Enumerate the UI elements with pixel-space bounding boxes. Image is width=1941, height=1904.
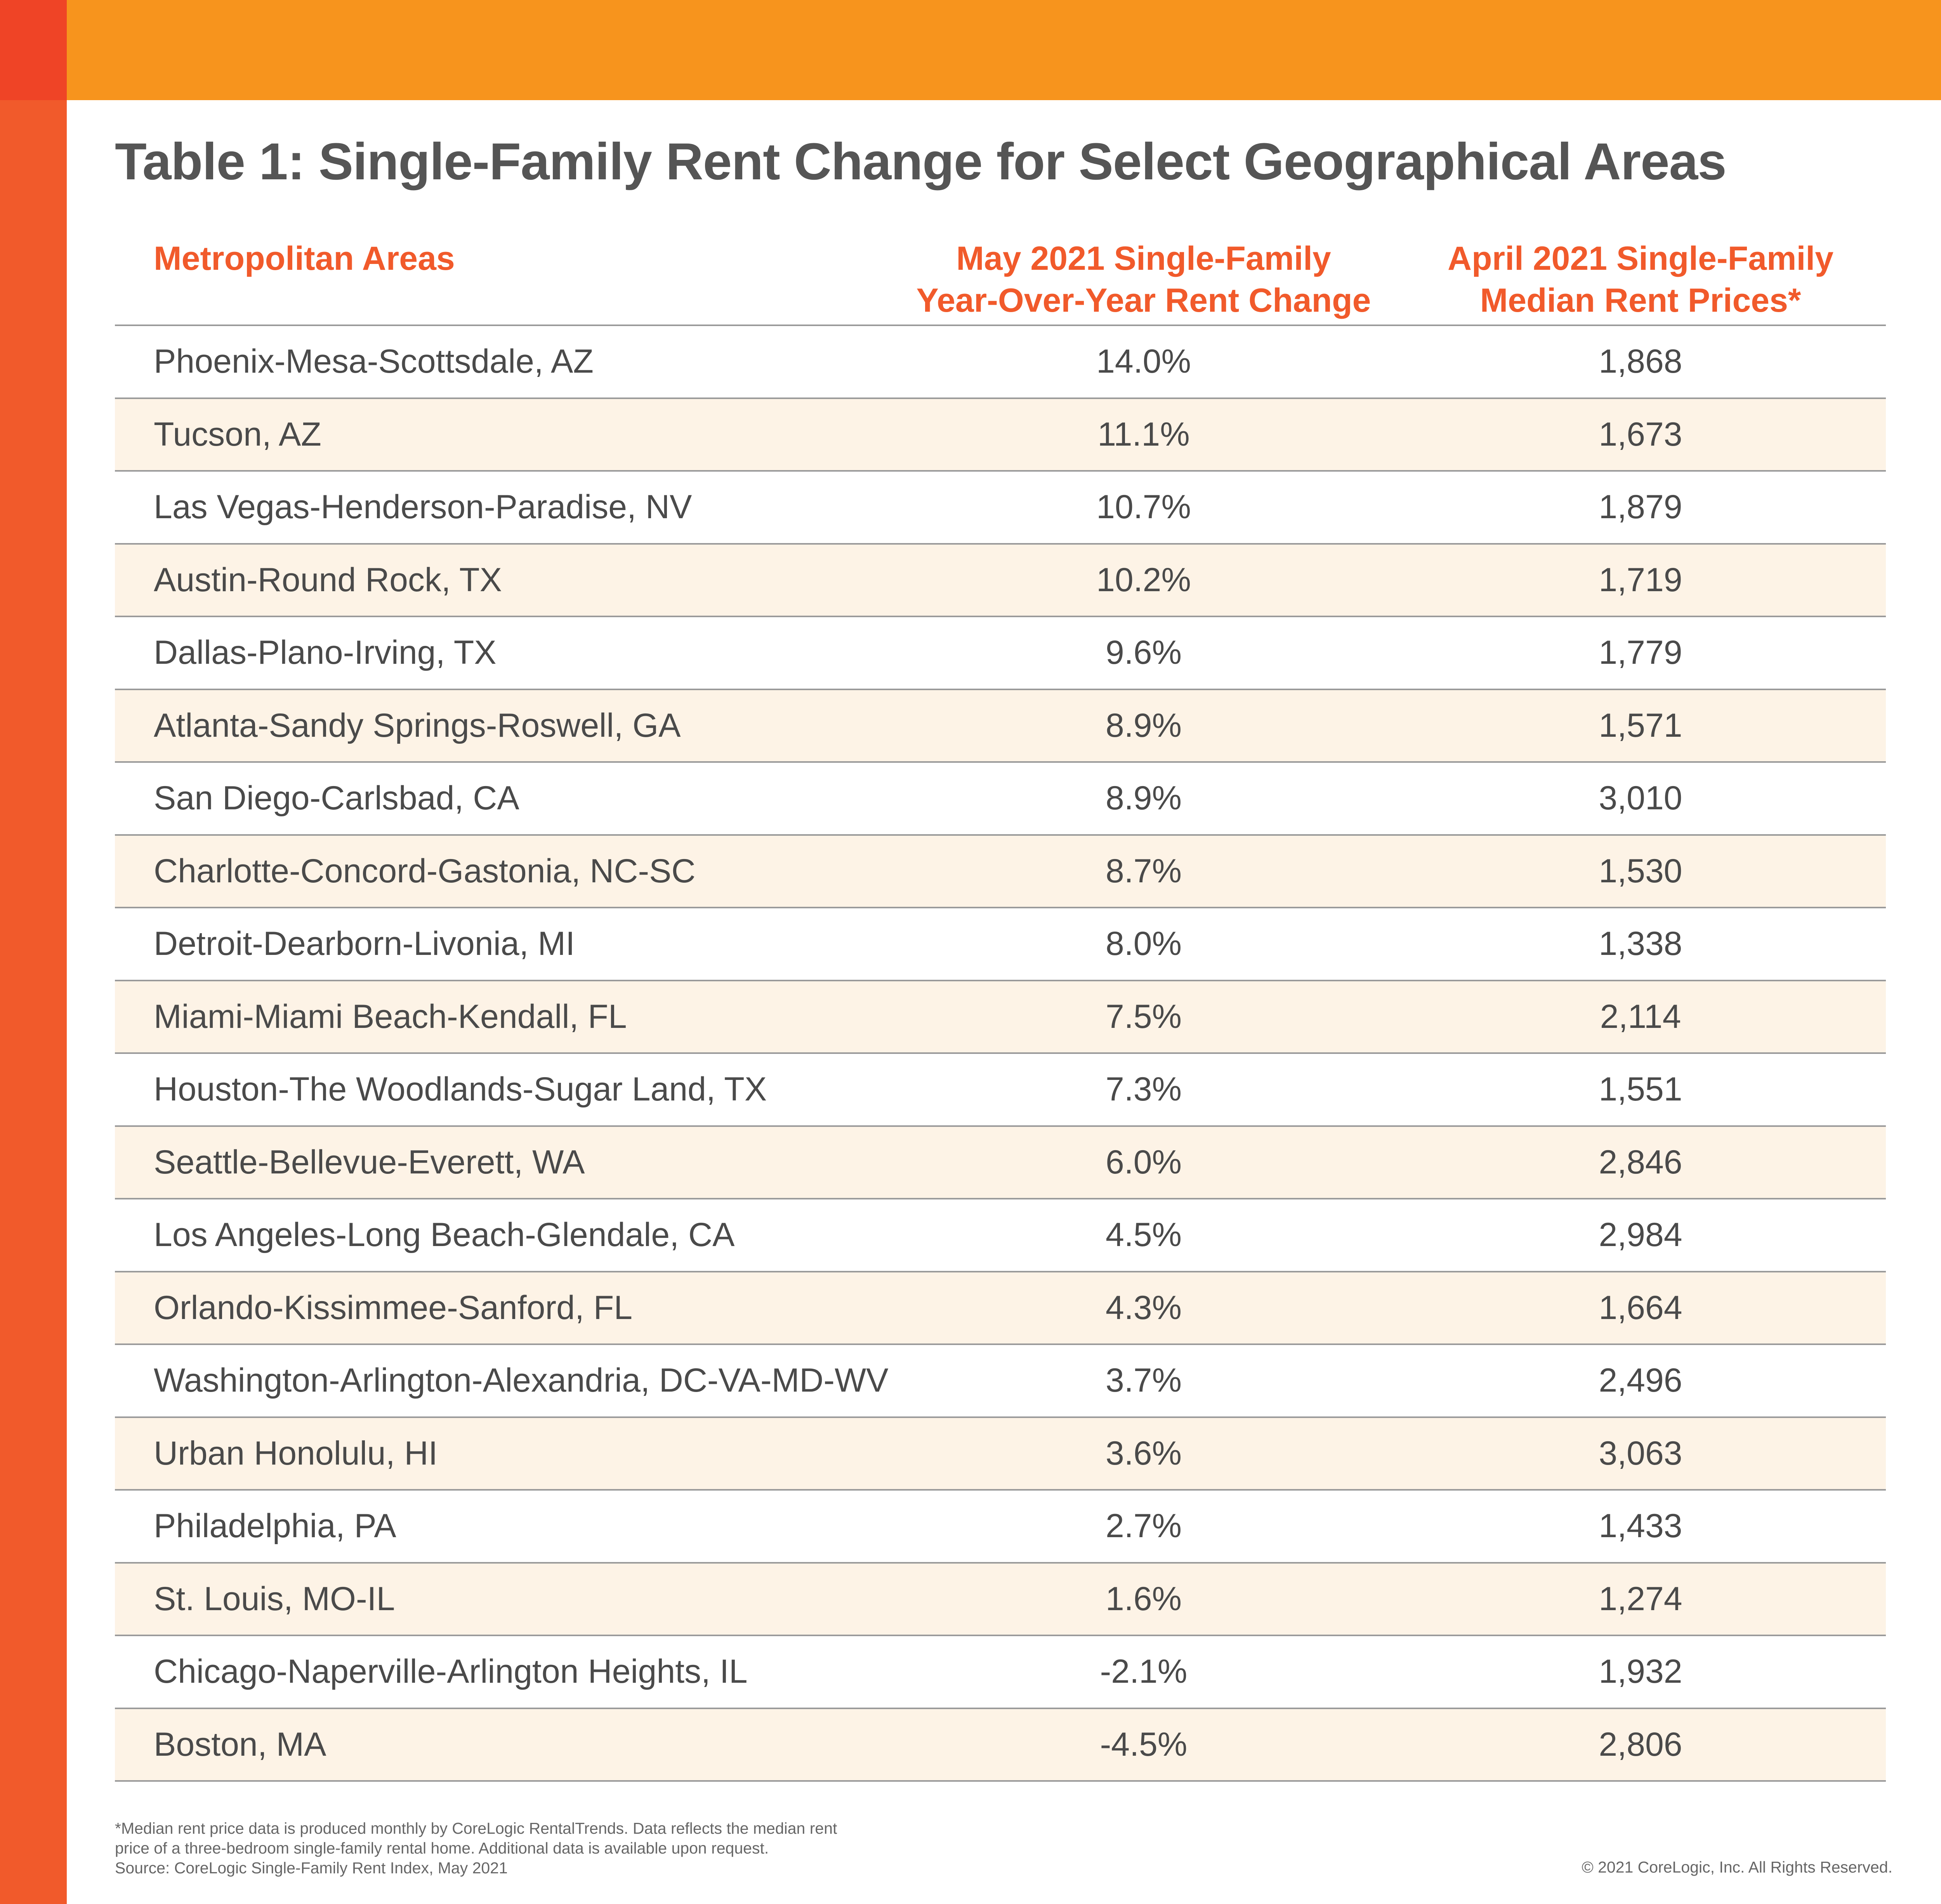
cell-metro-area: Phoenix-Mesa-Scottsdale, AZ (154, 343, 594, 380)
corner-accent-block (0, 0, 67, 100)
top-banner-bar (67, 0, 1941, 100)
table-row: Atlanta-Sandy Springs-Roswell, GA 8.9% 1,5… (115, 690, 1886, 763)
cell-rent-change: 3.7% (1105, 1362, 1182, 1399)
cell-median-rent: 1,551 (1599, 1071, 1682, 1108)
cell-rent-change: 8.7% (1105, 852, 1182, 890)
cell-rent-change: 10.2% (1096, 561, 1191, 599)
table-row: Seattle-Bellevue-Everett, WA 6.0% 2,846 (115, 1126, 1886, 1199)
table-body: Phoenix-Mesa-Scottsdale, AZ 14.0% 1,868 Tuc… (115, 326, 1886, 1782)
header-rent-change: May 2021 Single-Family Year-Over-Year Re… (916, 240, 1371, 319)
cell-metro-area: Seattle-Bellevue-Everett, WA (154, 1143, 585, 1181)
table-header: Metropolitan Areas May 2021 Single-Famil… (115, 233, 1886, 326)
cell-rent-change: 2.7% (1105, 1507, 1182, 1545)
table-row: St. Louis, MO-IL 1.6% 1,274 (115, 1563, 1886, 1636)
cell-metro-area: Los Angeles-Long Beach-Glendale, CA (154, 1216, 735, 1253)
cell-rent-change: 7.5% (1105, 998, 1182, 1035)
table-row: Philadelphia, PA 2.7% 1,433 (115, 1491, 1886, 1564)
cell-metro-area: St. Louis, MO-IL (154, 1580, 395, 1618)
cell-metro-area: Las Vegas-Henderson-Paradise, NV (154, 488, 692, 526)
table-row: Tucson, AZ 11.1% 1,673 (115, 399, 1886, 472)
cell-median-rent: 3,063 (1599, 1434, 1682, 1472)
table-row: Los Angeles-Long Beach-Glendale, CA 4.5% 2… (115, 1199, 1886, 1272)
table-row: Phoenix-Mesa-Scottsdale, AZ 14.0% 1,868 (115, 326, 1886, 399)
cell-metro-area: Tucson, AZ (154, 415, 321, 453)
cell-median-rent: 2,496 (1599, 1362, 1682, 1399)
cell-metro-area: Orlando-Kissimmee-Sanford, FL (154, 1289, 633, 1326)
cell-median-rent: 2,984 (1599, 1216, 1682, 1253)
cell-metro-area: Miami-Miami Beach-Kendall, FL (154, 998, 627, 1035)
cell-median-rent: 3,010 (1599, 779, 1682, 817)
cell-median-rent: 1,932 (1599, 1653, 1682, 1690)
cell-rent-change: 8.9% (1105, 706, 1182, 744)
header-metropolitan-areas: Metropolitan Areas (154, 240, 455, 277)
header-median-rent: April 2021 Single-Family Median Rent Pri… (1447, 240, 1834, 319)
table-row: Detroit-Dearborn-Livonia, MI 8.0% 1,338 (115, 908, 1886, 981)
cell-median-rent: 1,571 (1599, 706, 1682, 744)
cell-median-rent: 1,879 (1599, 488, 1682, 526)
table-row: Austin-Round Rock, TX 10.2% 1,719 (115, 544, 1886, 617)
cell-median-rent: 1,779 (1599, 634, 1682, 671)
cell-metro-area: Detroit-Dearborn-Livonia, MI (154, 925, 575, 962)
cell-median-rent: 1,274 (1599, 1580, 1682, 1618)
cell-median-rent: 1,868 (1599, 343, 1682, 380)
footnote: *Median rent price data is produced mont… (115, 1819, 837, 1877)
copyright: © 2021 CoreLogic, Inc. All Rights Reserv… (1582, 1858, 1892, 1876)
left-accent-bar (0, 100, 67, 1904)
cell-rent-change: -4.5% (1100, 1725, 1188, 1763)
cell-rent-change: 9.6% (1105, 634, 1182, 671)
table-title: Table 1: Single-Family Rent Change for S… (115, 133, 1727, 191)
cell-median-rent: 1,719 (1599, 561, 1682, 599)
cell-median-rent: 2,846 (1599, 1143, 1682, 1181)
cell-rent-change: 6.0% (1105, 1143, 1182, 1181)
cell-median-rent: 2,806 (1599, 1725, 1682, 1763)
cell-median-rent: 1,338 (1599, 925, 1682, 962)
cell-rent-change: 10.7% (1096, 488, 1191, 526)
cell-rent-change: 8.9% (1105, 779, 1182, 817)
table-row: Orlando-Kissimmee-Sanford, FL 4.3% 1,664 (115, 1272, 1886, 1345)
cell-metro-area: Washington-Arlington-Alexandria, DC-VA-M… (154, 1362, 889, 1399)
cell-rent-change: 7.3% (1105, 1071, 1182, 1108)
table-row: Dallas-Plano-Irving, TX 9.6% 1,779 (115, 617, 1886, 690)
cell-rent-change: -2.1% (1100, 1653, 1188, 1690)
table-row: Urban Honolulu, HI 3.6% 3,063 (115, 1418, 1886, 1491)
table-row: Chicago-Naperville-Arlington Heights, IL… (115, 1636, 1886, 1709)
table-row: Miami-Miami Beach-Kendall, FL 7.5% 2,114 (115, 981, 1886, 1054)
cell-median-rent: 2,114 (1600, 998, 1681, 1035)
table-row: San Diego-Carlsbad, CA 8.9% 3,010 (115, 763, 1886, 836)
cell-metro-area: Atlanta-Sandy Springs-Roswell, GA (154, 706, 681, 744)
table-row: Charlotte-Concord-Gastonia, NC-SC 8.7% 1,5… (115, 835, 1886, 908)
cell-rent-change: 3.6% (1105, 1434, 1182, 1472)
cell-median-rent: 1,664 (1599, 1289, 1682, 1326)
cell-median-rent: 1,673 (1599, 415, 1682, 453)
cell-rent-change: 8.0% (1105, 925, 1182, 962)
cell-metro-area: Chicago-Naperville-Arlington Heights, IL (154, 1653, 748, 1690)
cell-rent-change: 4.3% (1105, 1289, 1182, 1326)
table-row: Boston, MA -4.5% 2,806 (115, 1709, 1886, 1782)
table-row: Las Vegas-Henderson-Paradise, NV 10.7% 1,8… (115, 472, 1886, 545)
cell-rent-change: 1.6% (1105, 1580, 1182, 1618)
cell-metro-area: Austin-Round Rock, TX (154, 561, 502, 599)
cell-metro-area: Urban Honolulu, HI (154, 1434, 438, 1472)
cell-rent-change: 11.1% (1097, 415, 1190, 453)
cell-metro-area: San Diego-Carlsbad, CA (154, 779, 519, 817)
cell-metro-area: Charlotte-Concord-Gastonia, NC-SC (154, 852, 696, 890)
cell-metro-area: Dallas-Plano-Irving, TX (154, 634, 497, 671)
cell-metro-area: Boston, MA (154, 1725, 326, 1763)
cell-rent-change: 4.5% (1105, 1216, 1182, 1253)
cell-median-rent: 1,433 (1599, 1507, 1682, 1545)
cell-metro-area: Philadelphia, PA (154, 1507, 396, 1545)
table-row: Houston-The Woodlands-Sugar Land, TX 7.3%… (115, 1054, 1886, 1127)
cell-median-rent: 1,530 (1599, 852, 1682, 890)
cell-metro-area: Houston-The Woodlands-Sugar Land, TX (154, 1071, 767, 1108)
cell-rent-change: 14.0% (1096, 343, 1191, 380)
table-row: Washington-Arlington-Alexandria, DC-VA-M… (115, 1345, 1886, 1418)
